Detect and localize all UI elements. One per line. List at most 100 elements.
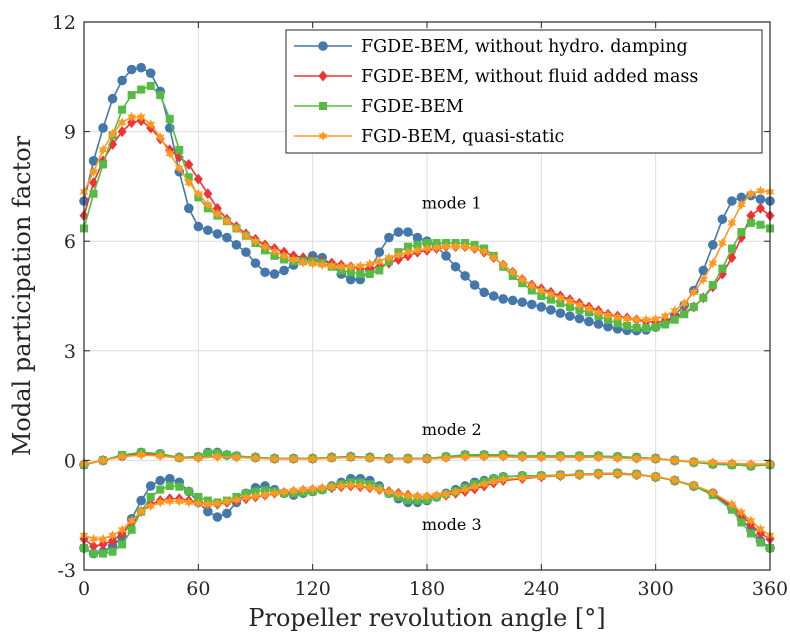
- data-point: [555, 452, 565, 463]
- data-point: [241, 492, 251, 503]
- data-point: [231, 452, 241, 463]
- data-point: [613, 311, 623, 323]
- data-point: [212, 208, 222, 219]
- data-point: [193, 453, 203, 464]
- data-point: [517, 452, 527, 463]
- data-point: [146, 492, 155, 501]
- data-point: [308, 258, 318, 270]
- data-point: [89, 166, 99, 177]
- data-point: [146, 119, 156, 130]
- data-point: [108, 128, 118, 139]
- legend-entry: FGDE-BEM, without hydro. damping: [294, 37, 688, 57]
- data-point: [231, 240, 242, 250]
- data-point: [222, 215, 232, 227]
- data-point: [632, 314, 642, 325]
- data-point: [164, 473, 175, 484]
- data-point: [365, 258, 375, 270]
- data-point: [441, 488, 451, 500]
- data-point: [155, 475, 166, 486]
- data-point: [432, 242, 442, 253]
- data-point: [174, 162, 184, 174]
- data-point: [117, 75, 127, 86]
- data-point: [450, 261, 461, 272]
- data-point: [517, 472, 527, 484]
- data-point: [127, 111, 137, 123]
- data-point: [184, 173, 193, 182]
- data-point: [689, 456, 699, 468]
- data-point: [708, 457, 718, 468]
- data-point: [451, 241, 461, 252]
- data-point: [584, 303, 594, 314]
- data-point: [632, 469, 642, 480]
- data-point: [641, 314, 651, 325]
- data-point: [508, 267, 518, 278]
- data-point: [746, 458, 756, 470]
- data-point: [279, 265, 289, 276]
- data-point: [365, 482, 375, 493]
- data-point: [126, 64, 137, 75]
- data-point: [632, 323, 641, 332]
- data-point: [403, 490, 413, 501]
- plot-area: [79, 62, 775, 559]
- data-point: [651, 453, 661, 465]
- data-point: [660, 310, 670, 322]
- data-point: [127, 525, 136, 534]
- data-point: [345, 274, 356, 285]
- data-point: [270, 488, 280, 499]
- data-point: [108, 535, 118, 547]
- data-point: [193, 188, 203, 199]
- data-point: [651, 323, 660, 332]
- data-point: [356, 270, 365, 279]
- data-point: [556, 299, 565, 308]
- data-point: [136, 449, 146, 461]
- data-point: [184, 177, 194, 188]
- data-point: [555, 470, 565, 481]
- data-point: [489, 252, 499, 263]
- data-point: [393, 488, 403, 500]
- data-point: [422, 453, 432, 465]
- data-point: [413, 240, 422, 249]
- data-point: [184, 158, 194, 170]
- data-point: [319, 102, 327, 110]
- data-point: [412, 232, 423, 243]
- data-point: [175, 145, 184, 154]
- y-tick-label: 6: [64, 231, 76, 253]
- data-point: [194, 492, 203, 501]
- data-point: [117, 451, 127, 462]
- data-point: [355, 480, 365, 492]
- data-point: [432, 489, 442, 501]
- data-point: [574, 452, 584, 463]
- data-point: [680, 310, 689, 319]
- data-point: [422, 491, 432, 502]
- x-tick-label: 120: [295, 578, 331, 600]
- data-point: [708, 281, 717, 290]
- data-point: [98, 144, 108, 156]
- data-point: [536, 452, 546, 463]
- data-point: [632, 453, 642, 464]
- x-tick-label: 60: [186, 578, 210, 600]
- data-point: [118, 540, 127, 549]
- data-point: [498, 259, 508, 271]
- data-point: [546, 295, 555, 304]
- data-point: [708, 487, 718, 498]
- data-point: [203, 188, 213, 200]
- legend: FGDE-BEM, without hydro. damping FGDE-BEM…: [285, 29, 763, 154]
- data-point: [555, 308, 566, 318]
- data-point: [755, 194, 766, 204]
- data-point: [365, 270, 374, 279]
- data-point: [212, 451, 222, 462]
- y-tick-label: 9: [64, 122, 76, 144]
- data-point: [679, 298, 689, 309]
- data-point: [289, 254, 299, 265]
- data-point: [145, 481, 156, 491]
- data-point: [127, 91, 136, 100]
- data-point: [251, 491, 260, 502]
- data-point: [756, 538, 765, 547]
- y-tick-label: 0: [64, 450, 76, 472]
- data-point: [441, 241, 451, 252]
- data-point: [117, 524, 127, 536]
- data-point: [212, 498, 222, 509]
- data-point: [488, 291, 499, 301]
- data-point: [470, 481, 480, 492]
